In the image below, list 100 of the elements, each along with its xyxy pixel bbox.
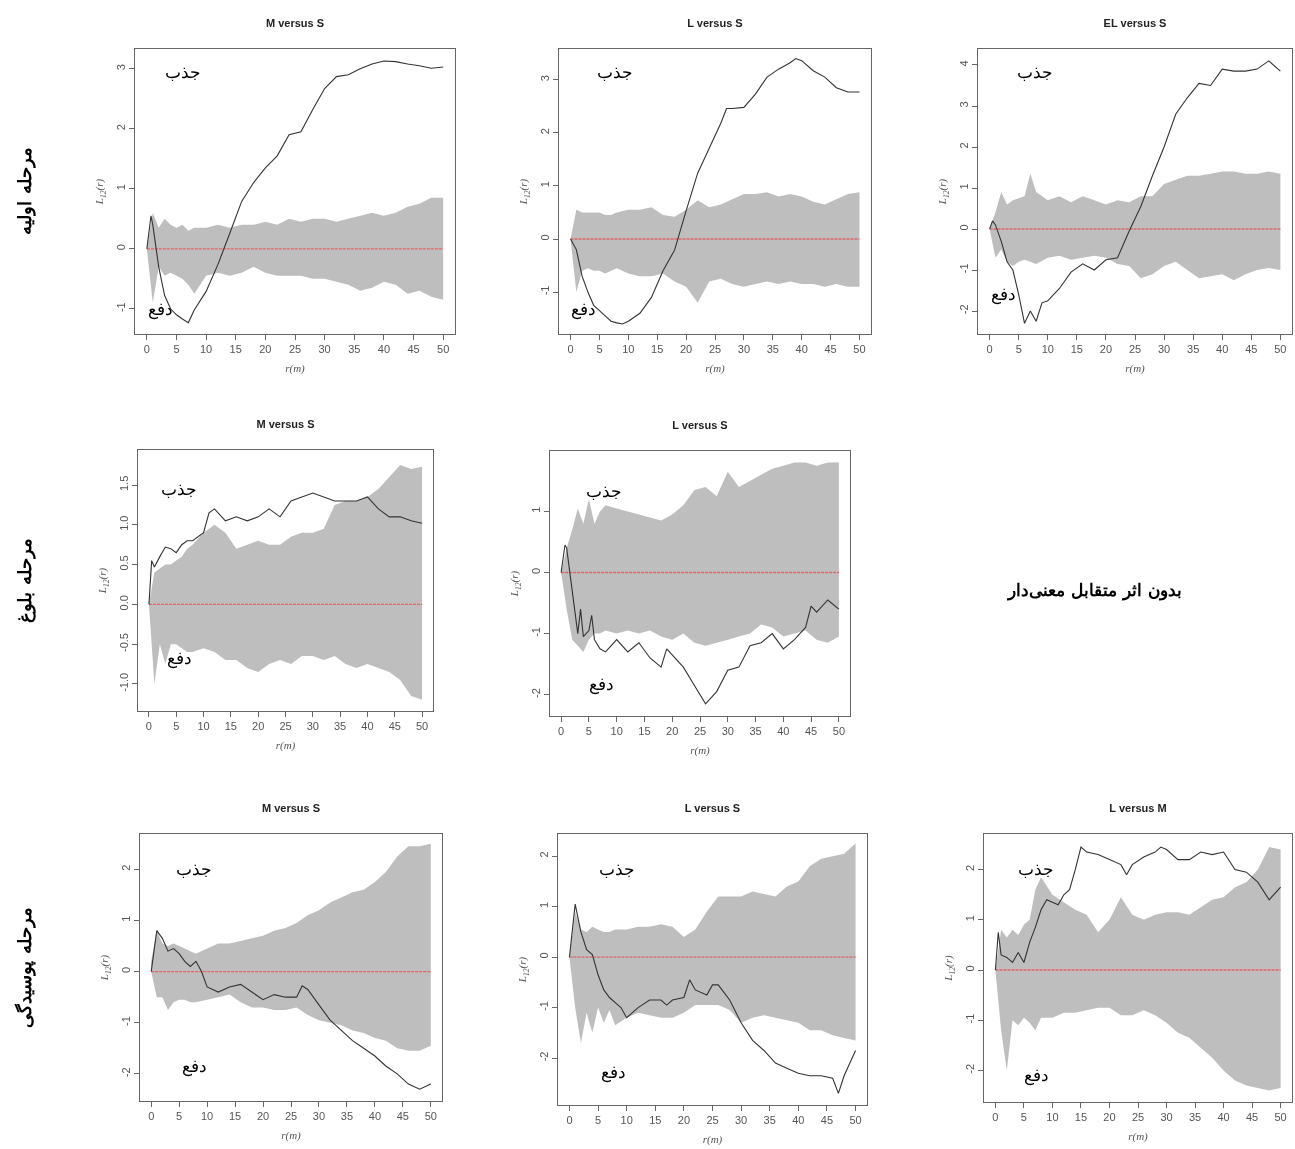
x-tick-label: 30 bbox=[1160, 1111, 1173, 1124]
y-tick-label: 0.0 bbox=[117, 595, 130, 611]
x-tick-label: 35 bbox=[1188, 1111, 1202, 1124]
x-tick-label: 5 bbox=[596, 343, 603, 356]
y-tick-label: 3 bbox=[538, 75, 551, 82]
x-tick-label: 40 bbox=[795, 343, 808, 356]
x-axis-title: r(m) bbox=[1125, 362, 1146, 376]
y-tick-label: 2 bbox=[114, 124, 127, 131]
x-tick-label: 45 bbox=[1245, 1111, 1259, 1124]
x-tick-label: 35 bbox=[334, 720, 347, 733]
y-tick-label: -2 bbox=[957, 304, 970, 315]
y-tick-label: 3 bbox=[957, 101, 970, 108]
x-tick-label: 25 bbox=[706, 1114, 719, 1127]
x-tick-label: 45 bbox=[407, 343, 420, 356]
x-tick-label: 45 bbox=[396, 1110, 409, 1123]
x-tick-label: 35 bbox=[763, 1114, 776, 1127]
x-tick-label: 30 bbox=[318, 343, 331, 356]
chart-title: EL versus S bbox=[1103, 17, 1167, 29]
y-tick-label: 0 bbox=[538, 234, 551, 241]
y-tick-label: 1 bbox=[119, 915, 132, 922]
text: مرحله پوسیدگی bbox=[13, 907, 36, 1028]
x-tick-label: 40 bbox=[777, 725, 790, 738]
x-tick-label: 30 bbox=[721, 725, 734, 738]
y-tick-label: 1 bbox=[957, 183, 970, 190]
x-tick-label: 5 bbox=[585, 725, 592, 738]
x-tick-label: 0 bbox=[143, 343, 150, 356]
annotation: جذب bbox=[165, 62, 201, 82]
y-tick-label: -2 bbox=[119, 1067, 132, 1078]
annotation: دفع bbox=[167, 648, 192, 669]
x-axis-title: r(m) bbox=[702, 1133, 723, 1147]
x-tick-label: 0 bbox=[145, 720, 152, 733]
y-tick-label: 2 bbox=[963, 864, 976, 872]
x-tick-label: 50 bbox=[1274, 1111, 1287, 1124]
x-tick-label: 30 bbox=[1157, 343, 1171, 356]
y-tick-label: 4 bbox=[957, 60, 970, 67]
text: مرحله اولیه bbox=[13, 147, 36, 235]
x-tick-label: 10 bbox=[200, 1110, 214, 1123]
x-tick-label: 45 bbox=[824, 343, 837, 356]
y-tick-label: -1 bbox=[114, 302, 127, 313]
x-tick-label: 15 bbox=[1070, 343, 1083, 356]
y-tick-label: -2 bbox=[529, 688, 542, 698]
annotation: دفع bbox=[589, 674, 614, 695]
y-tick-label: -2 bbox=[537, 1051, 550, 1062]
y-tick-label: 0.5 bbox=[117, 555, 130, 571]
x-tick-label: 15 bbox=[651, 343, 664, 356]
y-tick-label: 0 bbox=[537, 952, 550, 959]
x-tick-label: 35 bbox=[1187, 343, 1200, 356]
annotation: جذب bbox=[1017, 62, 1053, 82]
x-tick-label: 35 bbox=[749, 725, 762, 738]
x-tick-label: 30 bbox=[734, 1114, 748, 1127]
x-tick-label: 20 bbox=[677, 1114, 691, 1127]
x-axis-title: r(m) bbox=[705, 362, 726, 376]
line-series bbox=[570, 58, 860, 325]
y-tick-label: -1 bbox=[963, 1013, 976, 1024]
annotation: دفع bbox=[601, 1062, 626, 1083]
chart-title: M versus S bbox=[261, 802, 321, 814]
x-tick-label: 25 bbox=[279, 720, 292, 733]
x-tick-label: 35 bbox=[348, 343, 361, 356]
x-tick-label: 40 bbox=[377, 343, 391, 356]
y-tick-label: 0 bbox=[114, 244, 127, 251]
x-tick-label: 20 bbox=[256, 1110, 270, 1123]
annotation: دفع bbox=[182, 1056, 207, 1077]
annotation: جذب bbox=[586, 481, 622, 501]
annotation: دفع bbox=[1024, 1065, 1049, 1086]
x-tick-label: 0 bbox=[148, 1110, 155, 1123]
x-tick-label: 25 bbox=[288, 343, 302, 356]
y-tick-label: 0 bbox=[963, 965, 976, 972]
x-tick-label: 20 bbox=[1103, 1111, 1116, 1124]
x-tick-label: 10 bbox=[1041, 343, 1054, 356]
x-tick-label: 40 bbox=[1216, 343, 1229, 356]
x-tick-label: 25 bbox=[1131, 1111, 1145, 1124]
y-tick-label: -0.5 bbox=[117, 633, 130, 652]
annotation: جذب bbox=[176, 859, 212, 879]
x-tick-label: 20 bbox=[679, 343, 693, 356]
chart-title: L versus S bbox=[672, 419, 728, 431]
x-tick-label: 5 bbox=[1015, 343, 1022, 356]
line-series bbox=[560, 544, 840, 705]
y-tick-label: -1 bbox=[119, 1016, 132, 1026]
x-tick-label: 5 bbox=[173, 720, 180, 733]
x-tick-label: 10 bbox=[620, 1114, 633, 1127]
text: مرحله بلوغ bbox=[13, 538, 36, 623]
chart-title: L versus M bbox=[1109, 802, 1167, 814]
x-tick-label: 50 bbox=[424, 1110, 437, 1123]
x-tick-label: 50 bbox=[853, 343, 866, 356]
x-tick-label: 30 bbox=[312, 1110, 326, 1123]
chart-title: M versus S bbox=[256, 418, 315, 430]
annotation: جذب bbox=[161, 479, 197, 499]
x-tick-label: 15 bbox=[228, 1110, 242, 1123]
x-tick-label: 5 bbox=[1020, 1111, 1027, 1124]
text: بدون اثر متقابل معنی‌دار bbox=[1008, 580, 1182, 600]
x-tick-label: 35 bbox=[766, 343, 779, 356]
x-tick-label: 45 bbox=[804, 725, 818, 738]
x-tick-label: 20 bbox=[666, 725, 679, 738]
x-tick-label: 5 bbox=[176, 1110, 183, 1123]
line-series bbox=[568, 903, 857, 1094]
x-axis-title: r(m) bbox=[1128, 1130, 1149, 1144]
x-tick-label: 45 bbox=[820, 1114, 834, 1127]
x-tick-label: 0 bbox=[566, 1114, 573, 1127]
x-tick-label: 40 bbox=[361, 720, 374, 733]
x-axis-title: r(m) bbox=[690, 744, 711, 758]
